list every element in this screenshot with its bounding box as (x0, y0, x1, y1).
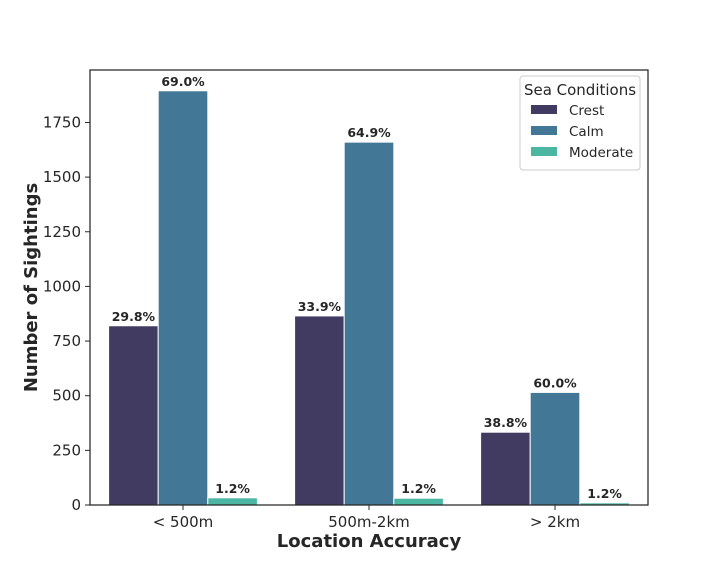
y-tick-label: 750 (52, 332, 81, 350)
bar-data-label: 1.2% (215, 481, 250, 496)
x-tick-label: < 500m (153, 513, 214, 531)
y-tick-label: 500 (52, 387, 81, 405)
y-tick-label: 1250 (43, 223, 81, 241)
bar-data-label: 64.9% (347, 125, 391, 140)
x-tick-label: 500m-2km (328, 513, 410, 531)
legend-title: Sea Conditions (524, 81, 636, 99)
legend-swatch-calm (531, 126, 557, 135)
bar-moderate-0 (207, 497, 258, 506)
legend-box (519, 75, 641, 171)
bar-data-label: 69.0% (161, 74, 205, 89)
x-axis-title: Location Accuracy (277, 531, 462, 552)
x-axis: < 500m 500m-2km > 2km (153, 505, 580, 531)
y-tick-label: 250 (52, 441, 81, 459)
legend-swatch-moderate (531, 147, 557, 156)
bar-data-label: 38.8% (484, 415, 528, 430)
bar-data-label: 29.8% (112, 309, 156, 324)
y-tick-label: 1750 (43, 113, 81, 131)
y-axis-title: Number of Sightings (21, 183, 42, 392)
legend-swatch-crest (531, 105, 557, 114)
y-tick-label: 1000 (43, 277, 81, 295)
bar-labels-layer: 29.8% 69.0% 1.2% 33.9% 64.9% 1.2% 38.8% 60.0% 1.… (112, 74, 623, 501)
y-tick-label: 0 (71, 496, 81, 514)
bar-crest-1 (294, 315, 345, 506)
legend-label-crest: Crest (569, 103, 604, 119)
bar-data-label: 1.2% (587, 486, 622, 501)
bar-data-label: 60.0% (533, 375, 577, 390)
bar-calm-1 (343, 141, 395, 506)
bar-crest-0 (108, 325, 159, 506)
x-tick-label: > 2km (530, 513, 580, 531)
bar-calm-2 (529, 391, 581, 506)
y-tick-label: 1500 (43, 168, 81, 186)
legend-items: Crest Calm Moderate (531, 103, 633, 161)
bar-crest-2 (480, 431, 531, 506)
bars-layer (108, 90, 630, 506)
y-axis: 0 250 500 750 1000 1250 1500 1750 (43, 113, 90, 514)
legend: Sea Conditions Crest Calm Moderate (519, 75, 641, 171)
bar-data-label: 33.9% (298, 299, 342, 314)
bar-calm-0 (157, 90, 209, 506)
bar-data-label: 1.2% (401, 481, 436, 496)
bar-moderate-1 (393, 497, 444, 506)
legend-label-calm: Calm (569, 124, 604, 140)
legend-label-moderate: Moderate (569, 145, 633, 161)
